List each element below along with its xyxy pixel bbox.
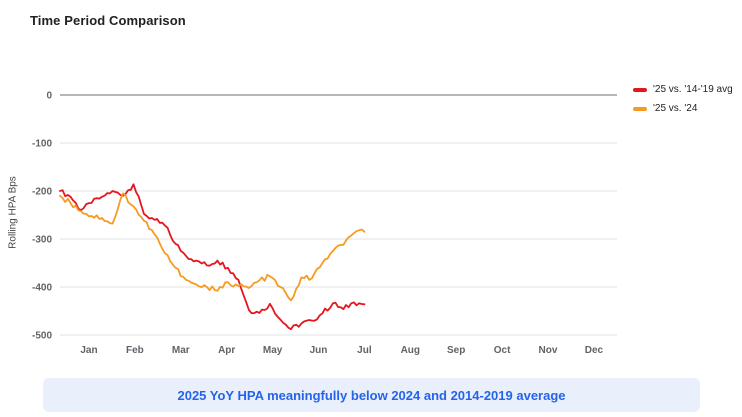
svg-text:Jun: Jun bbox=[310, 345, 328, 356]
svg-text:Dec: Dec bbox=[585, 345, 604, 356]
chart-legend: '25 vs. '14-'19 avg '25 vs. '24 bbox=[633, 84, 733, 114]
svg-text:Aug: Aug bbox=[401, 345, 420, 356]
red-line-swatch-icon bbox=[633, 87, 647, 92]
svg-text:Mar: Mar bbox=[172, 345, 190, 356]
orange-line-swatch-icon bbox=[633, 106, 647, 111]
legend-label: '25 vs. '14-'19 avg bbox=[653, 84, 733, 95]
svg-text:Nov: Nov bbox=[539, 345, 558, 356]
caption-text: 2025 YoY HPA meaningfully below 2024 and… bbox=[177, 387, 566, 403]
legend-label: '25 vs. '24 bbox=[653, 103, 698, 114]
svg-text:Jul: Jul bbox=[357, 345, 372, 356]
svg-text:-500: -500 bbox=[32, 331, 52, 342]
svg-text:Jan: Jan bbox=[80, 345, 97, 356]
legend-item-25-vs-24: '25 vs. '24 bbox=[633, 103, 733, 114]
svg-text:-400: -400 bbox=[32, 283, 52, 294]
svg-text:-300: -300 bbox=[32, 235, 52, 246]
svg-text:-100: -100 bbox=[32, 139, 52, 150]
svg-text:0: 0 bbox=[46, 91, 52, 102]
svg-text:Apr: Apr bbox=[218, 345, 235, 356]
svg-text:Feb: Feb bbox=[126, 345, 144, 356]
svg-text:-200: -200 bbox=[32, 187, 52, 198]
svg-text:May: May bbox=[263, 345, 283, 356]
chart-title: Time Period Comparison bbox=[30, 13, 186, 28]
legend-item-25-vs-14-19-avg: '25 vs. '14-'19 avg bbox=[633, 84, 733, 95]
svg-text:Oct: Oct bbox=[494, 345, 511, 356]
line-chart: 0 -100 -200 -300 -400 -500 Jan Feb Mar Apr May Jun J… bbox=[32, 91, 617, 356]
svg-text:Sep: Sep bbox=[447, 345, 465, 356]
caption-banner: 2025 YoY HPA meaningfully below 2024 and… bbox=[43, 378, 700, 412]
